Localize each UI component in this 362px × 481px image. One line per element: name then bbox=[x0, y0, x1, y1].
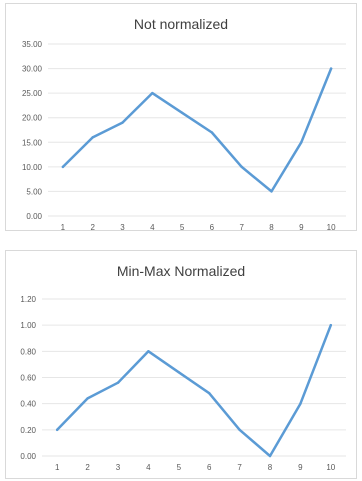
data-point bbox=[241, 166, 243, 168]
data-point bbox=[86, 397, 88, 399]
data-point bbox=[269, 455, 271, 457]
line-chart-plot: 0.00 0.20 0.40 0.60 0.80 1.00 1.20 1 2 3 4 5 6 7 8 9 10 bbox=[6, 251, 356, 478]
x-tick-label: 1 bbox=[55, 463, 60, 472]
x-tick-label: 10 bbox=[327, 223, 336, 230]
data-point bbox=[270, 190, 272, 192]
series-line bbox=[57, 325, 331, 456]
chart-min-max-normalized: Min-Max Normalized 0.00 0.20 0.40 0.60 0.80 1… bbox=[5, 250, 357, 479]
x-tick-label: 5 bbox=[177, 463, 182, 472]
data-point bbox=[299, 402, 301, 404]
data-point bbox=[62, 166, 64, 168]
data-point bbox=[121, 121, 123, 123]
x-tick-label: 9 bbox=[298, 463, 303, 472]
data-point bbox=[208, 392, 210, 394]
x-tick-label: 1 bbox=[61, 223, 66, 230]
y-tick-label: 30.00 bbox=[22, 65, 43, 74]
y-tick-label: 10.00 bbox=[22, 163, 43, 172]
y-tick-label: 0.40 bbox=[20, 400, 36, 409]
data-point bbox=[56, 429, 58, 431]
x-tick-label: 4 bbox=[150, 223, 155, 230]
y-tick-label: 1.00 bbox=[20, 321, 36, 330]
data-point bbox=[238, 429, 240, 431]
y-tick-label: 0.60 bbox=[20, 374, 36, 383]
data-point bbox=[117, 382, 119, 384]
data-point bbox=[92, 136, 94, 138]
y-tick-label: 1.20 bbox=[20, 295, 36, 304]
data-point bbox=[330, 67, 332, 69]
x-tick-label: 6 bbox=[207, 463, 212, 472]
y-tick-label: 0.00 bbox=[20, 452, 36, 461]
x-tick-label: 10 bbox=[326, 463, 335, 472]
x-tick-label: 9 bbox=[299, 223, 304, 230]
chart-not-normalized: Not normalized 0.00 5.00 10.00 15.00 20.00 25… bbox=[5, 3, 357, 231]
x-tick-label: 3 bbox=[120, 223, 125, 230]
y-tick-label: 15.00 bbox=[22, 138, 43, 147]
series-line bbox=[63, 69, 331, 192]
y-tick-label: 20.00 bbox=[22, 114, 43, 123]
y-tick-label: 5.00 bbox=[26, 187, 42, 196]
y-tick-label: 0.20 bbox=[20, 426, 36, 435]
data-point bbox=[178, 371, 180, 373]
x-tick-label: 2 bbox=[85, 463, 90, 472]
x-tick-label: 3 bbox=[116, 463, 121, 472]
data-point bbox=[147, 350, 149, 352]
data-point bbox=[151, 92, 153, 94]
y-tick-label: 25.00 bbox=[22, 89, 43, 98]
line-chart-plot: 0.00 5.00 10.00 15.00 20.00 25.00 30.00 35.00 1 2… bbox=[6, 4, 356, 230]
x-tick-label: 8 bbox=[269, 223, 274, 230]
x-tick-label: 5 bbox=[180, 223, 185, 230]
x-tick-label: 7 bbox=[237, 463, 242, 472]
y-tick-label: 0.80 bbox=[20, 347, 36, 356]
data-point bbox=[181, 112, 183, 114]
x-tick-label: 7 bbox=[239, 223, 244, 230]
x-tick-label: 2 bbox=[90, 223, 95, 230]
data-point bbox=[300, 141, 302, 143]
x-tick-label: 8 bbox=[268, 463, 273, 472]
data-point bbox=[211, 131, 213, 133]
x-tick-label: 6 bbox=[210, 223, 215, 230]
x-tick-label: 4 bbox=[146, 463, 151, 472]
y-tick-label: 35.00 bbox=[22, 40, 43, 49]
data-point bbox=[330, 324, 332, 326]
y-tick-label: 0.00 bbox=[26, 212, 42, 221]
